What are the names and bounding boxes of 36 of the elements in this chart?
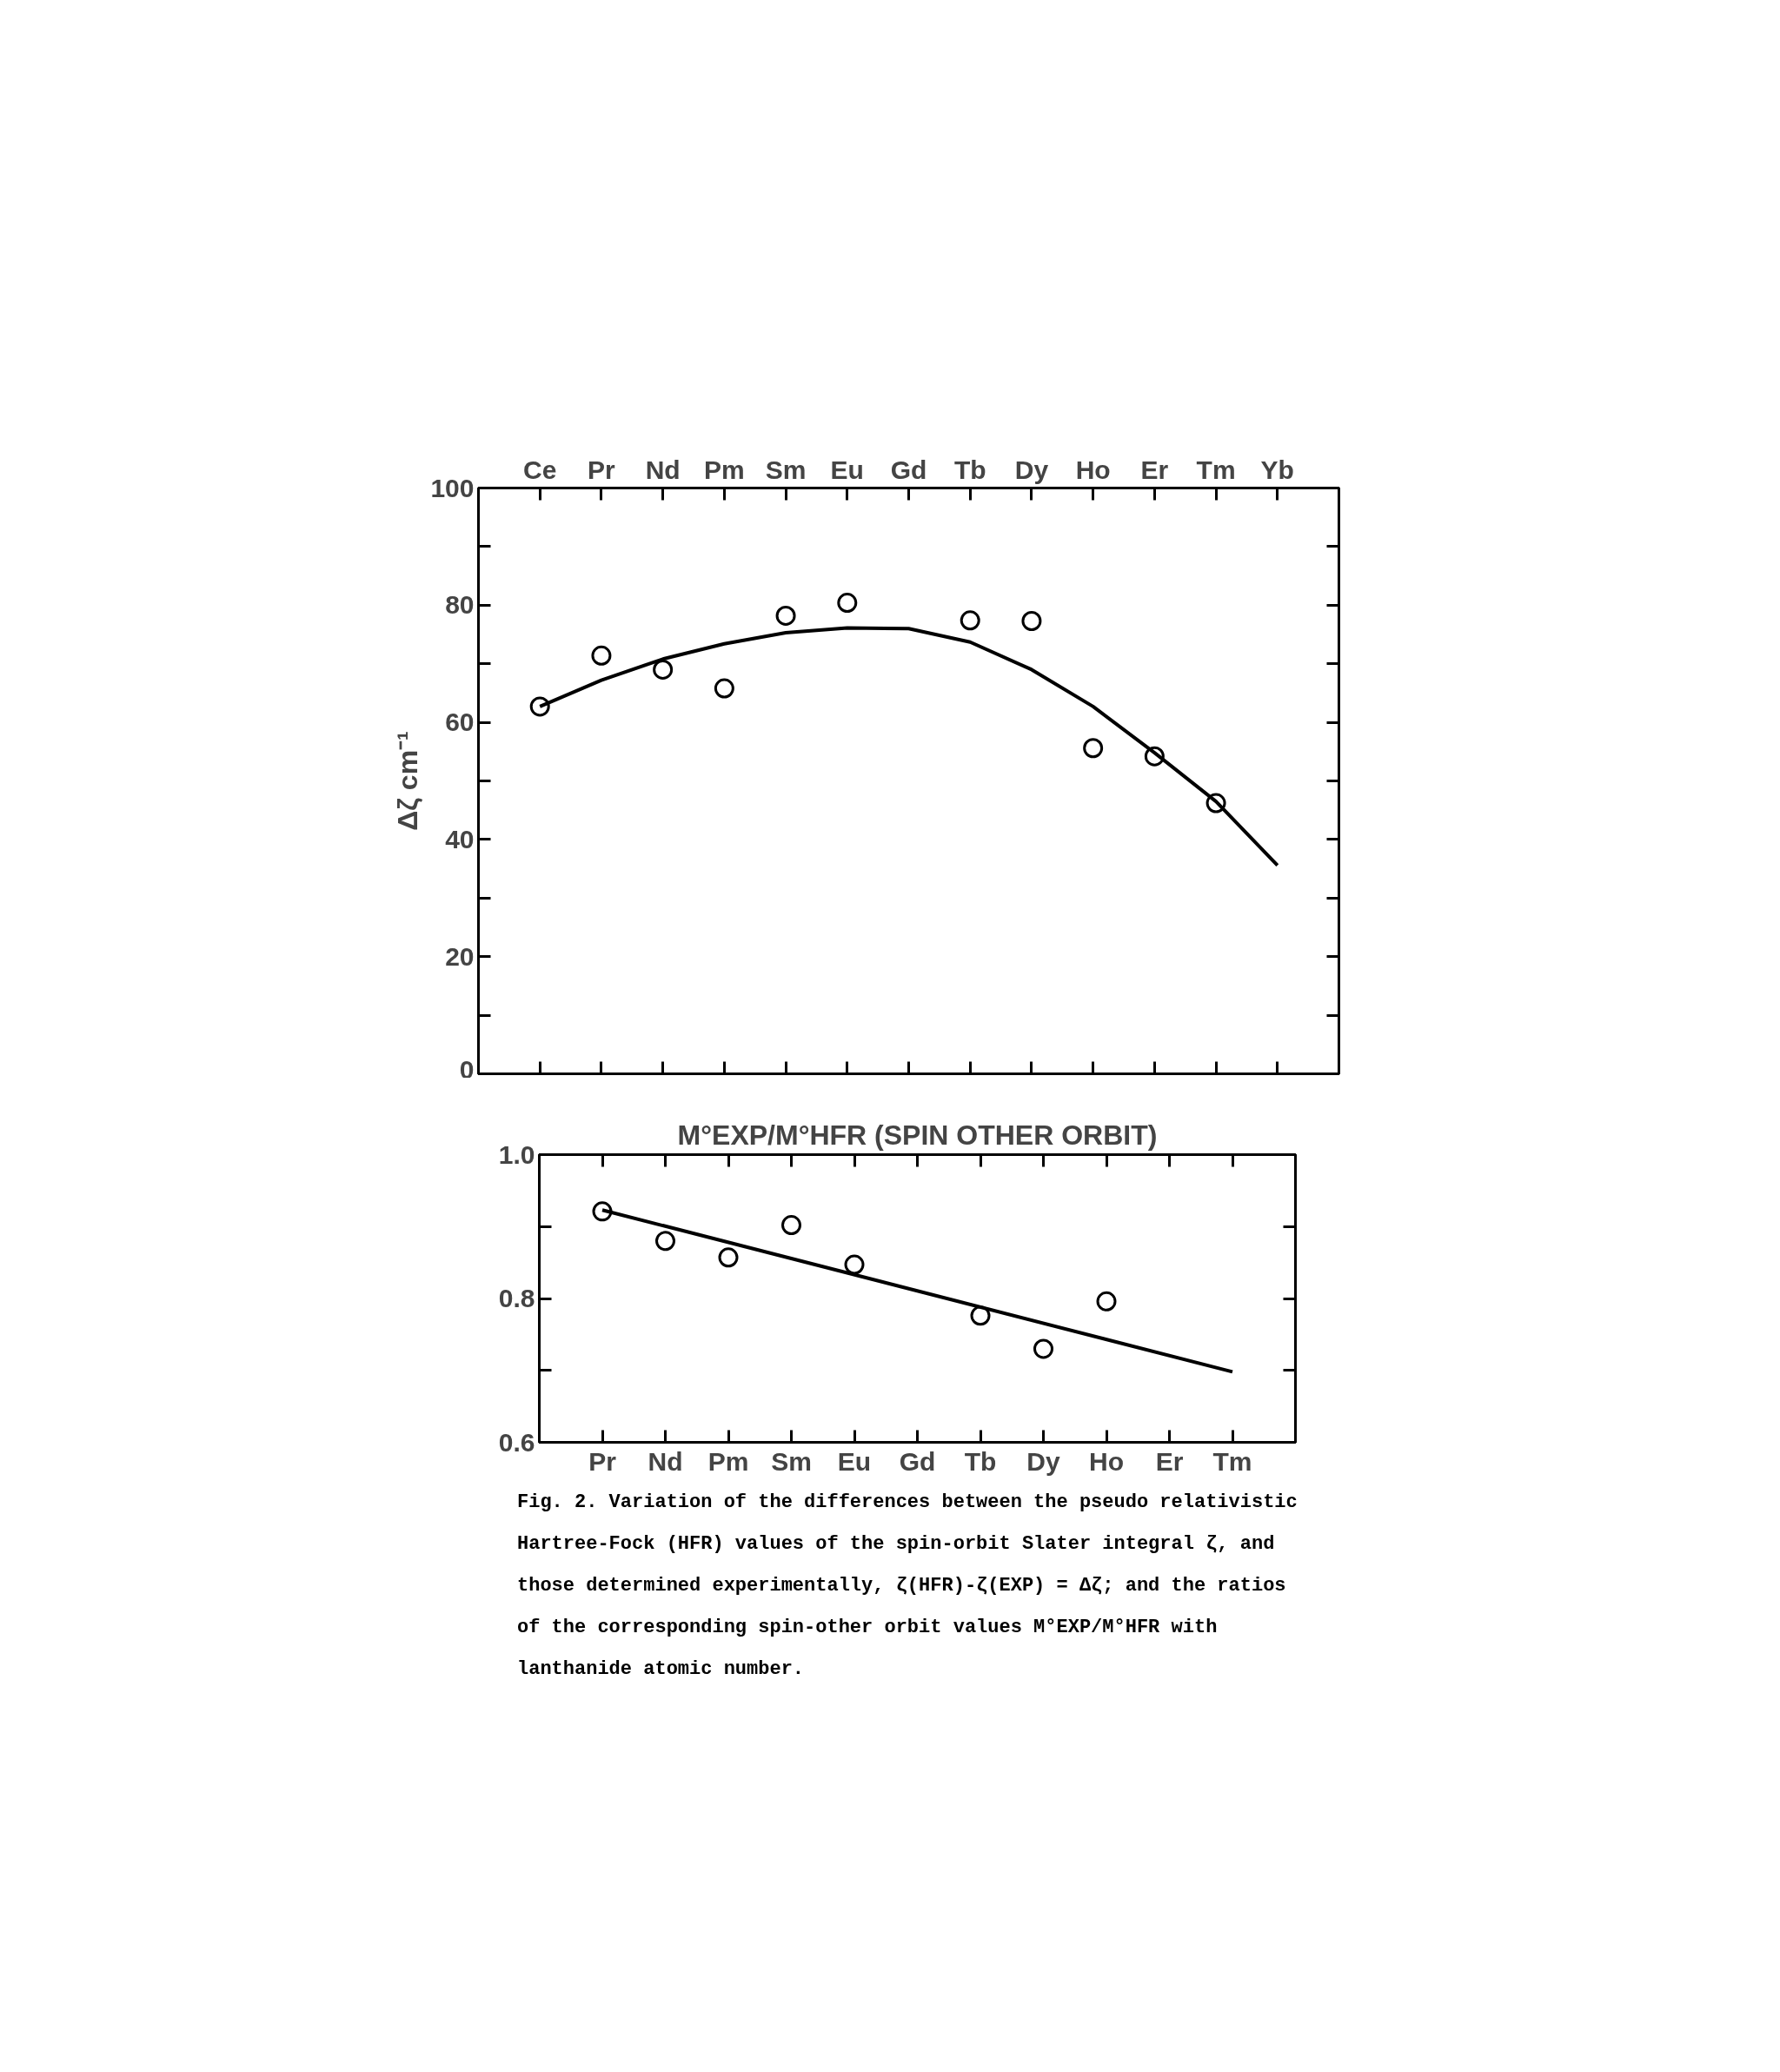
x-tick-label: Er xyxy=(1140,455,1169,484)
x-tick-label: Gd xyxy=(890,455,927,484)
y-tick-label: 1.0 xyxy=(498,1139,535,1169)
y-tick-label: 80 xyxy=(445,590,475,620)
x-tick-label: Tm xyxy=(1212,1446,1252,1476)
x-tick-label: Ce xyxy=(523,455,557,484)
y-tick-label: 60 xyxy=(445,707,475,737)
x-tick-label: Dy xyxy=(1026,1446,1060,1476)
x-tick-label: Tb xyxy=(953,455,986,484)
x-tick-label: Nd xyxy=(645,455,681,484)
chart-title: M°EXP/M°HFR (SPIN OTHER ORBIT) xyxy=(677,1119,1158,1151)
y-tick-label: 100 xyxy=(430,473,475,502)
caption: Fig. 2. Variation of the differences between the pseudo relativistic Hartree-Fock (HFR) values of the spin-orbit Slater integral ζ, and those determined experimentally, ζ(HFR)-ζ(EXP) = Δζ; and the ratios of the corresponding spin-other orbit values M°EXP/M°HFR with lanthanide atomic number. xyxy=(517,1491,1298,1682)
x-tick-label: Pr xyxy=(588,1446,617,1476)
x-tick-label: Dy xyxy=(1014,455,1049,484)
x-tick-label: Nd xyxy=(648,1446,683,1476)
x-tick-label: Pm xyxy=(707,1446,749,1476)
x-tick-label: Pr xyxy=(588,455,616,484)
y-tick-label: 0.8 xyxy=(498,1284,535,1312)
x-tick-label: Sm xyxy=(771,1446,812,1476)
x-tick-label: Eu xyxy=(837,1446,872,1476)
x-tick-label: Eu xyxy=(830,455,864,484)
x-tick-label: Ho xyxy=(1089,1446,1124,1476)
x-tick-label: Tb xyxy=(964,1446,997,1476)
y-tick-label: 0 xyxy=(459,1054,475,1084)
x-tick-label: Gd xyxy=(899,1446,936,1476)
x-tick-label: Tm xyxy=(1196,455,1236,484)
x-tick-label: Ho xyxy=(1075,455,1111,484)
x-tick-label: Pm xyxy=(704,455,745,484)
y-tick-label: 40 xyxy=(445,824,475,853)
x-tick-label: Sm xyxy=(765,455,807,484)
x-tick-label: Er xyxy=(1155,1446,1184,1476)
y-axis-title: Δζ cm⁻¹ xyxy=(392,731,424,831)
y-tick-label: 0.6 xyxy=(498,1427,535,1457)
x-tick-label: Yb xyxy=(1260,455,1294,484)
y-tick-label: 20 xyxy=(445,941,475,971)
